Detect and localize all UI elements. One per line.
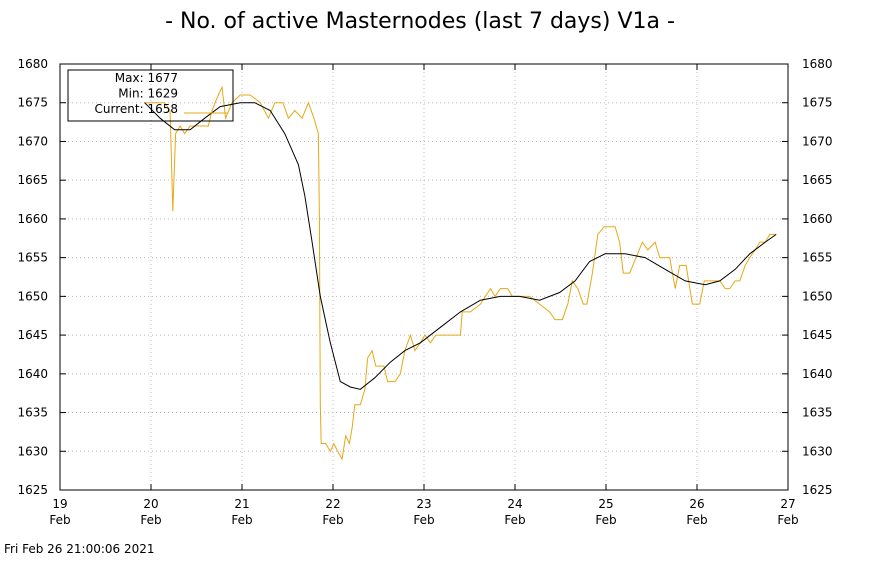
y-tick-label: 1665 [17, 173, 48, 187]
x-tick-label: 19 Feb [49, 497, 70, 527]
x-tick-label: 23 Feb [413, 497, 434, 527]
x-tick-label: 24 Feb [504, 497, 525, 527]
y2-tick-label: 1680 [802, 57, 833, 71]
series-line [144, 102, 777, 390]
x-tick-label: 26 Feb [686, 497, 707, 527]
y2-tick-label: 1630 [802, 444, 833, 458]
y-tick-label: 1660 [17, 212, 48, 226]
y-tick-label: 1655 [17, 251, 48, 265]
series-line [144, 85, 777, 461]
y2-tick-label: 1670 [802, 134, 833, 148]
chart-title: - No. of active Masternodes (last 7 days… [165, 9, 675, 34]
y2-tick-label: 1645 [802, 328, 833, 342]
legend-entry: Max: 1677 [115, 71, 178, 85]
plot-border [59, 63, 789, 491]
x-tick-label: 22 Feb [322, 497, 343, 527]
x-tick-label: 27 Feb [777, 497, 798, 527]
y-tick-label: 1645 [17, 328, 48, 342]
y2-tick-label: 1655 [802, 251, 833, 265]
y-tick-label: 1625 [17, 483, 48, 497]
y-tick-label: 1650 [17, 289, 48, 303]
y-tick-label: 1670 [17, 134, 48, 148]
x-tick-label: 20 Feb [140, 497, 161, 527]
y-tick-label: 1675 [17, 96, 48, 110]
y2-tick-label: 1635 [802, 406, 833, 420]
y2-tick-label: 1660 [802, 212, 833, 226]
x-tick-label: 25 Feb [595, 497, 616, 527]
y2-tick-label: 1650 [802, 289, 833, 303]
y-tick-label: 1640 [17, 367, 48, 381]
y-tick-label: 1635 [17, 406, 48, 420]
legend-entry: Min: 1629 [118, 87, 178, 101]
y-tick-label: 1680 [17, 57, 48, 71]
x-tick-label: 21 Feb [231, 497, 252, 527]
y2-tick-label: 1625 [802, 483, 833, 497]
y-tick-label: 1630 [17, 444, 48, 458]
footer: Fri Feb 26 21:00:06 2021 [4, 542, 155, 556]
y2-tick-label: 1640 [802, 367, 833, 381]
y2-tick-label: 1665 [802, 173, 833, 187]
legend-box [67, 69, 234, 122]
legend-entry: Current: 1658 [95, 102, 178, 116]
y2-tick-label: 1675 [802, 96, 833, 110]
